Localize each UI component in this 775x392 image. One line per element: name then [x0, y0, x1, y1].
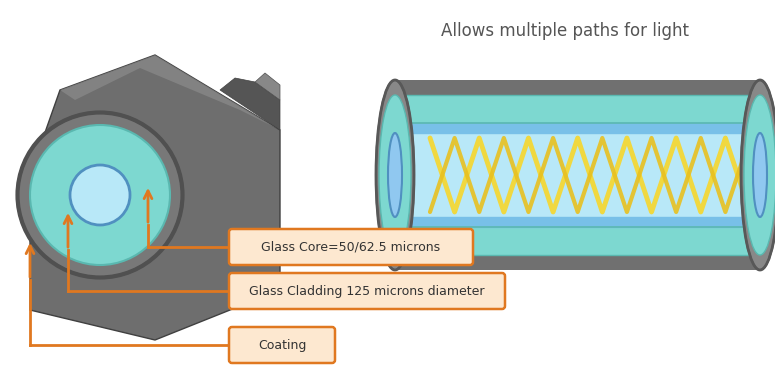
Polygon shape	[30, 55, 280, 340]
Ellipse shape	[18, 113, 182, 278]
Polygon shape	[255, 73, 280, 100]
FancyBboxPatch shape	[229, 327, 335, 363]
FancyBboxPatch shape	[229, 229, 473, 265]
Text: Glass Core=50/62.5 microns: Glass Core=50/62.5 microns	[261, 241, 440, 254]
Polygon shape	[395, 95, 760, 255]
Text: Glass Cladding 125 microns diameter: Glass Cladding 125 microns diameter	[250, 285, 484, 298]
Ellipse shape	[741, 80, 775, 270]
Ellipse shape	[30, 125, 170, 265]
Text: Allows multiple paths for light: Allows multiple paths for light	[441, 22, 689, 40]
Polygon shape	[60, 55, 280, 130]
Polygon shape	[395, 80, 760, 270]
Text: Coating: Coating	[258, 339, 306, 352]
Ellipse shape	[379, 95, 411, 255]
Ellipse shape	[388, 133, 402, 217]
Ellipse shape	[376, 80, 414, 270]
Ellipse shape	[753, 133, 767, 217]
Ellipse shape	[70, 165, 130, 225]
Polygon shape	[395, 133, 760, 217]
Ellipse shape	[744, 95, 775, 255]
Polygon shape	[220, 78, 280, 130]
FancyBboxPatch shape	[229, 273, 505, 309]
